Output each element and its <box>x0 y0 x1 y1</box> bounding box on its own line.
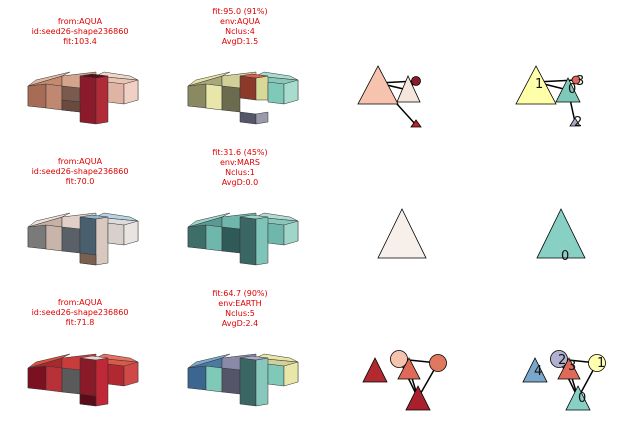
row1-shape-original: from:AQUA id:seed26-shape236860 fit:103.… <box>0 0 160 141</box>
node-id-label: 0 <box>568 82 576 97</box>
cluster-node-triangle <box>410 119 422 128</box>
row2-original-caption: from:AQUA id:seed26-shape236860 fit:70.0 <box>0 157 160 187</box>
caption-line: id:seed26-shape236860 <box>31 167 129 176</box>
row3-evolved-caption: fit:64.7 (90%) env:EARTH Nclus:5 AvgD:2.… <box>160 289 320 329</box>
row3-original-caption: from:AQUA id:seed26-shape236860 fit:71.8 <box>0 298 160 328</box>
node-id-label: 3 <box>576 74 584 89</box>
caption-line: Nclus:1 <box>225 168 255 177</box>
caption-line: fit:70.0 <box>65 177 95 186</box>
caption-line: env:AQUA <box>220 17 260 26</box>
cluster-node-circle <box>429 354 447 372</box>
cluster-node-triangle <box>362 357 388 383</box>
node-id-label: 0 <box>561 249 569 264</box>
row2-graph-evolved: 0 <box>480 141 640 282</box>
cluster-graph: 0 <box>536 208 586 264</box>
row3-shape-original: from:AQUA id:seed26-shape236860 fit:71.8 <box>0 282 160 423</box>
caption-line: Nclus:5 <box>225 309 255 318</box>
row1-shape-evolved: fit:95.0 (91%) env:AQUA Nclus:4 AvgD:1.5 <box>160 0 320 141</box>
voxel-shape-render <box>187 353 299 407</box>
row1-evolved-caption: fit:95.0 (91%) env:AQUA Nclus:4 AvgD:1.5 <box>160 7 320 47</box>
voxel-shape-render <box>27 353 139 407</box>
cluster-graph: 1 3 0 2 <box>515 65 584 130</box>
cluster-node-triangle <box>396 75 421 103</box>
caption-line: from:AQUA <box>57 157 103 166</box>
voxel-shape-render <box>187 212 299 266</box>
cluster-node-triangle <box>405 385 431 411</box>
row1-original-caption: from:AQUA id:seed26-shape236860 fit:103.… <box>0 17 160 47</box>
cluster-node-triangle <box>515 65 557 105</box>
caption-line: AvgD:2.4 <box>221 319 259 328</box>
cluster-graph <box>357 65 422 128</box>
node-id-label: 2 <box>574 115 582 130</box>
caption-line: from:AQUA <box>57 298 103 307</box>
cluster-graph <box>377 208 427 259</box>
caption-line: AvgD:1.5 <box>221 37 259 46</box>
row1-graph-original <box>320 0 480 141</box>
cluster-node-circle <box>390 350 408 368</box>
cluster-node-circle <box>571 75 581 85</box>
cluster-graph <box>362 350 447 411</box>
caption-line: env:MARS <box>220 158 260 167</box>
caption-line: AvgD:0.0 <box>221 178 259 187</box>
caption-line: fit:31.6 (45%) <box>212 148 268 157</box>
node-id-label: 1 <box>597 356 605 371</box>
node-id-label: 3 <box>568 359 576 374</box>
cluster-node-circle <box>550 350 568 368</box>
voxel-shape-render <box>27 212 139 266</box>
cluster-node-circle <box>411 76 421 86</box>
caption-line: fit:95.0 (91%) <box>212 7 268 16</box>
cluster-graph: 4 2 3 1 0 <box>522 350 606 411</box>
caption-line: fit:103.4 <box>63 37 97 46</box>
cluster-node-triangle <box>557 357 581 380</box>
caption-line: Nclus:4 <box>225 27 255 36</box>
row3-graph-original <box>320 282 480 423</box>
caption-line: fit:71.8 <box>65 318 95 327</box>
node-id-label: 1 <box>535 77 543 92</box>
row2-shape-original: from:AQUA id:seed26-shape236860 fit:70.0 <box>0 141 160 282</box>
caption-line: fit:64.7 (90%) <box>212 289 268 298</box>
caption-line: id:seed26-shape236860 <box>31 308 129 317</box>
cluster-node-triangle <box>565 385 591 411</box>
row2-evolved-caption: fit:31.6 (45%) env:MARS Nclus:1 AvgD:0.0 <box>160 148 320 188</box>
caption-line: id:seed26-shape236860 <box>31 27 129 36</box>
cluster-node-triangle <box>397 357 421 380</box>
caption-line: env:EARTH <box>218 299 262 308</box>
voxel-shape-render <box>187 71 299 125</box>
cluster-node-triangle <box>536 208 586 259</box>
node-id-label: 2 <box>558 353 566 368</box>
cluster-node-triangle <box>555 77 581 103</box>
row3-graph-evolved: 4 2 3 1 0 <box>480 282 640 423</box>
row3-shape-evolved: fit:64.7 (90%) env:EARTH Nclus:5 AvgD:2.… <box>160 282 320 423</box>
voxel-shape-render <box>27 71 139 125</box>
caption-line: from:AQUA <box>57 17 103 26</box>
row2-graph-original <box>320 141 480 282</box>
cluster-node-triangle <box>522 357 548 383</box>
node-id-label: 4 <box>534 364 542 379</box>
cluster-node-triangle <box>357 65 399 105</box>
node-id-label: 0 <box>578 391 586 406</box>
cluster-node-circle <box>588 354 606 372</box>
row2-shape-evolved: fit:31.6 (45%) env:MARS Nclus:1 AvgD:0.0 <box>160 141 320 282</box>
cluster-node-triangle <box>377 208 427 259</box>
row1-graph-evolved: 1 3 0 2 <box>480 0 640 141</box>
cluster-node-triangle <box>569 117 581 127</box>
